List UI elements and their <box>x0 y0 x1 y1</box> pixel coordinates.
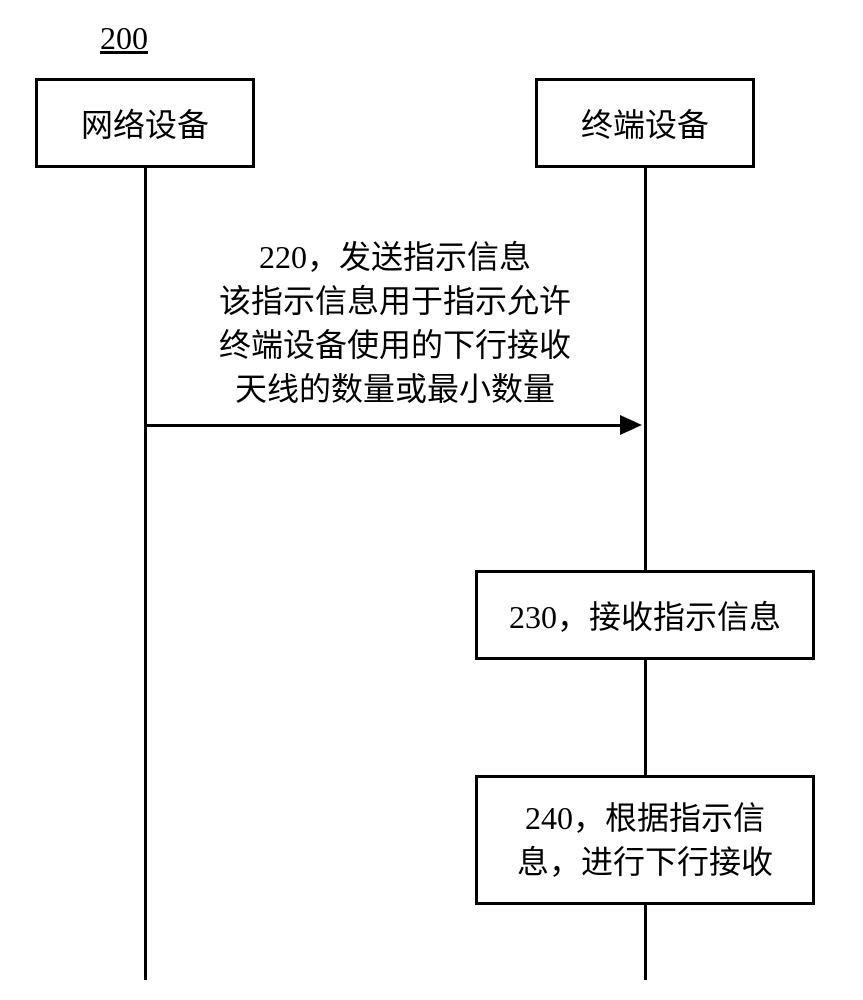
message-220-text: 220，发送指示信息 该指示信息用于指示允许 终端设备使用的下行接收 天线的数量… <box>145 235 645 411</box>
actor-terminal-device: 终端设备 <box>535 78 755 168</box>
lifeline-terminal-seg2 <box>644 660 647 775</box>
step-240-line2: 息，进行下行接收 <box>517 840 773 884</box>
figure-number: 200 <box>100 20 148 57</box>
lifeline-terminal-seg3 <box>644 905 647 980</box>
step-230-box: 230，接收指示信息 <box>475 570 815 660</box>
message-220-line1: 220，发送指示信息 <box>145 235 645 279</box>
message-220-arrow-line <box>147 424 627 427</box>
actor-network-device-label: 网络设备 <box>81 100 209 146</box>
step-240-line1: 240，根据指示信 <box>517 796 773 840</box>
step-240-box: 240，根据指示信 息，进行下行接收 <box>475 775 815 905</box>
actor-terminal-device-label: 终端设备 <box>581 100 709 146</box>
message-220-line2: 该指示信息用于指示允许 <box>145 279 645 323</box>
message-220-line3: 终端设备使用的下行接收 <box>145 323 645 367</box>
diagram-canvas: 200 网络设备 终端设备 220，发送指示信息 该指示信息用于指示允许 终端设… <box>0 0 863 1000</box>
message-220-arrow-head <box>620 415 642 435</box>
step-230-text: 230，接收指示信息 <box>509 592 781 638</box>
message-220-line4: 天线的数量或最小数量 <box>145 367 645 411</box>
actor-network-device: 网络设备 <box>35 78 255 168</box>
